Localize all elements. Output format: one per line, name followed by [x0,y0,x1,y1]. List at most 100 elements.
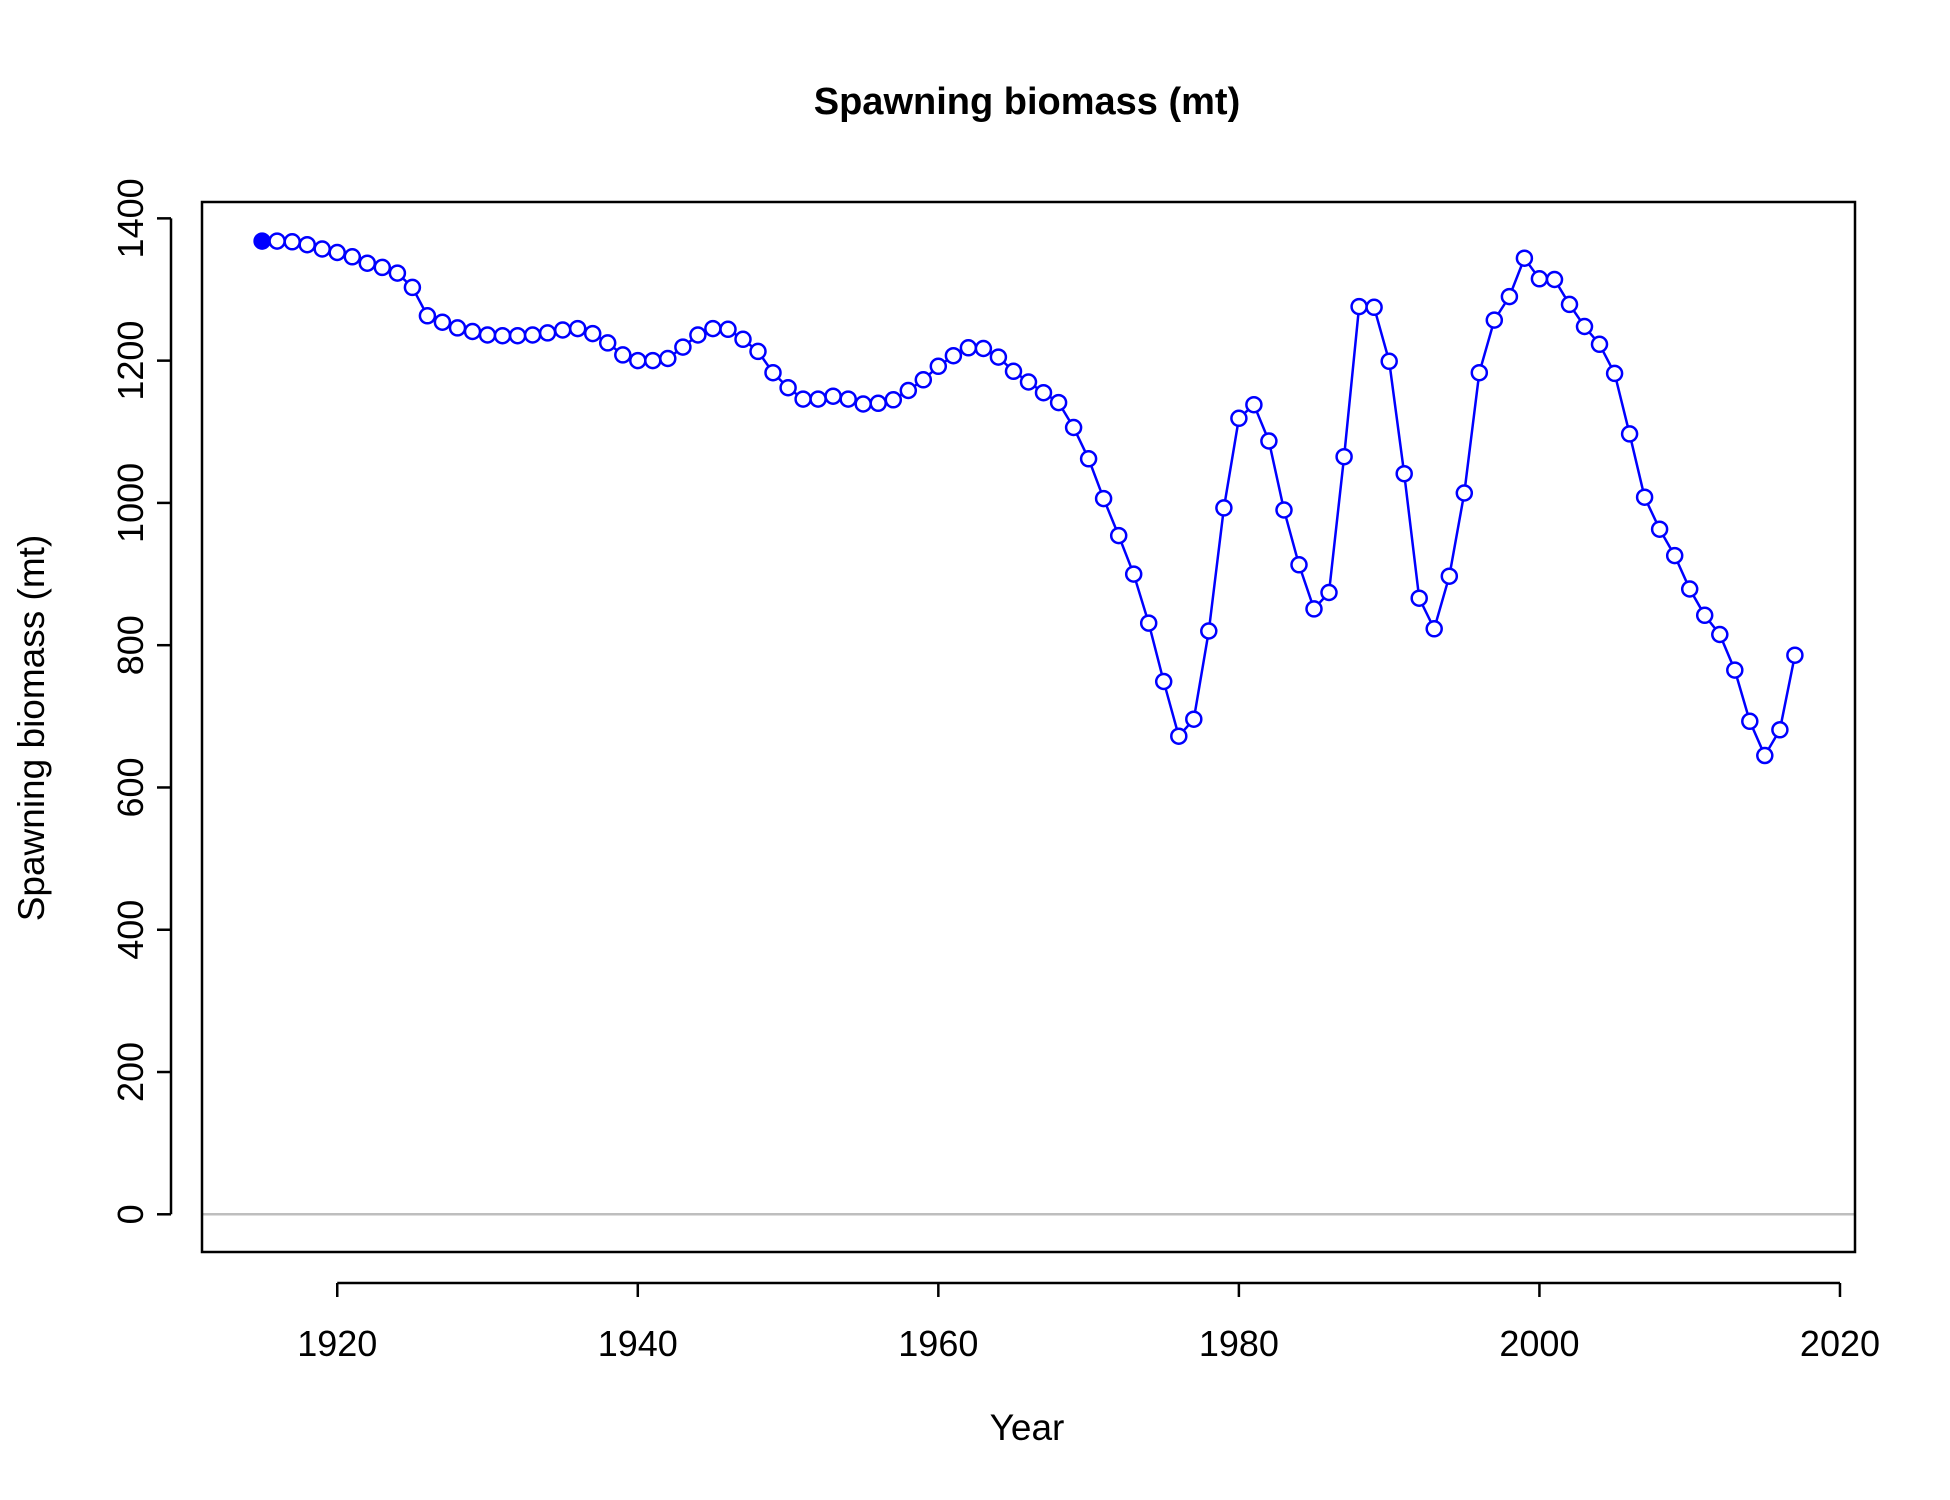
data-point [1154,672,1173,691]
y-tick-label: 1400 [110,178,151,258]
data-point [358,254,377,272]
data-point [1635,488,1654,506]
data-point [974,339,993,358]
y-tick-label: 1000 [110,463,151,543]
data-point [448,319,467,337]
data-point [328,243,346,262]
data-point [538,324,557,342]
plot-frame [200,200,1857,1254]
data-point [779,378,797,397]
x-tick-label: 1980 [1199,1323,1279,1364]
data-point [343,248,362,266]
data-point [809,390,827,408]
data-point [1575,317,1594,336]
data-point [1365,298,1383,317]
data-point [1350,297,1368,316]
data-point [1260,432,1278,450]
data-point [568,319,587,338]
data-point [268,232,286,250]
data-point [704,319,722,338]
data-point [1650,520,1669,538]
data-point [1515,249,1534,267]
data-point [493,326,512,345]
data-point [598,334,617,352]
data-point [1560,295,1579,314]
data-point [1440,567,1459,585]
data-point [463,322,482,341]
data-point [1245,395,1263,414]
data-point [1425,620,1443,638]
x-tick-label: 1960 [898,1323,978,1364]
data-point [659,349,677,368]
data-point [674,338,692,356]
series-line [262,239,1797,759]
y-tick-label: 400 [110,900,151,960]
data-point [734,330,752,349]
data-point [583,324,602,343]
data-point [1605,364,1624,383]
data-point [1500,287,1519,306]
data-point [959,339,978,357]
data-point [1455,484,1474,502]
data-point [523,326,542,344]
data-point [1034,383,1053,402]
y-tick-label: 0 [110,1204,151,1224]
data-point [689,326,707,344]
data-point [1680,580,1699,598]
data-point [869,394,887,413]
data-point [1094,489,1113,508]
data-point [388,264,407,282]
data-point [749,342,767,361]
data-point [313,240,331,258]
data-point [1530,270,1549,288]
data-point [824,387,842,405]
data-point [553,321,572,339]
data-point [1545,270,1564,289]
data-point [1711,625,1729,644]
data-point [1215,499,1233,517]
y-tick-label: 200 [110,1042,151,1102]
data-point [1019,373,1038,391]
data-point [1305,600,1323,618]
data-point [854,395,872,413]
data-point [1290,556,1308,574]
data-point [764,363,782,382]
data-point [1049,393,1068,412]
data-point [1470,363,1489,382]
data-point [1200,622,1218,640]
data-point [944,346,963,365]
data-point [929,357,948,376]
data-point [1726,661,1744,679]
data-point [1320,583,1338,602]
data-point [1665,546,1684,565]
data-point [1079,450,1098,468]
data-point [1139,614,1158,632]
data-point [1004,362,1023,381]
data-point [1380,352,1398,371]
data-point [478,326,497,344]
y-tick-label: 600 [110,757,151,817]
data-point [1170,727,1188,745]
data-point [794,390,812,408]
data-point [1590,335,1609,354]
data-point [1485,311,1504,329]
chart-title: Spawning biomass (mt) [814,81,1240,123]
data-point [1335,447,1353,466]
data-point [899,381,918,400]
data-point [629,351,647,370]
data-point [1620,425,1639,443]
y-tick-label: 800 [110,615,151,675]
data-point [418,307,437,325]
data-point [1741,712,1759,731]
data-point [1695,606,1714,625]
y-axis-label: Spawning biomass (mt) [11,535,52,922]
data-point [884,391,903,409]
data-point [373,258,392,277]
data-point [433,313,452,331]
data-point [1756,746,1774,765]
data-point [283,233,301,251]
x-tick-label: 1940 [598,1323,678,1364]
data-point [614,346,632,364]
data-point [989,348,1008,366]
